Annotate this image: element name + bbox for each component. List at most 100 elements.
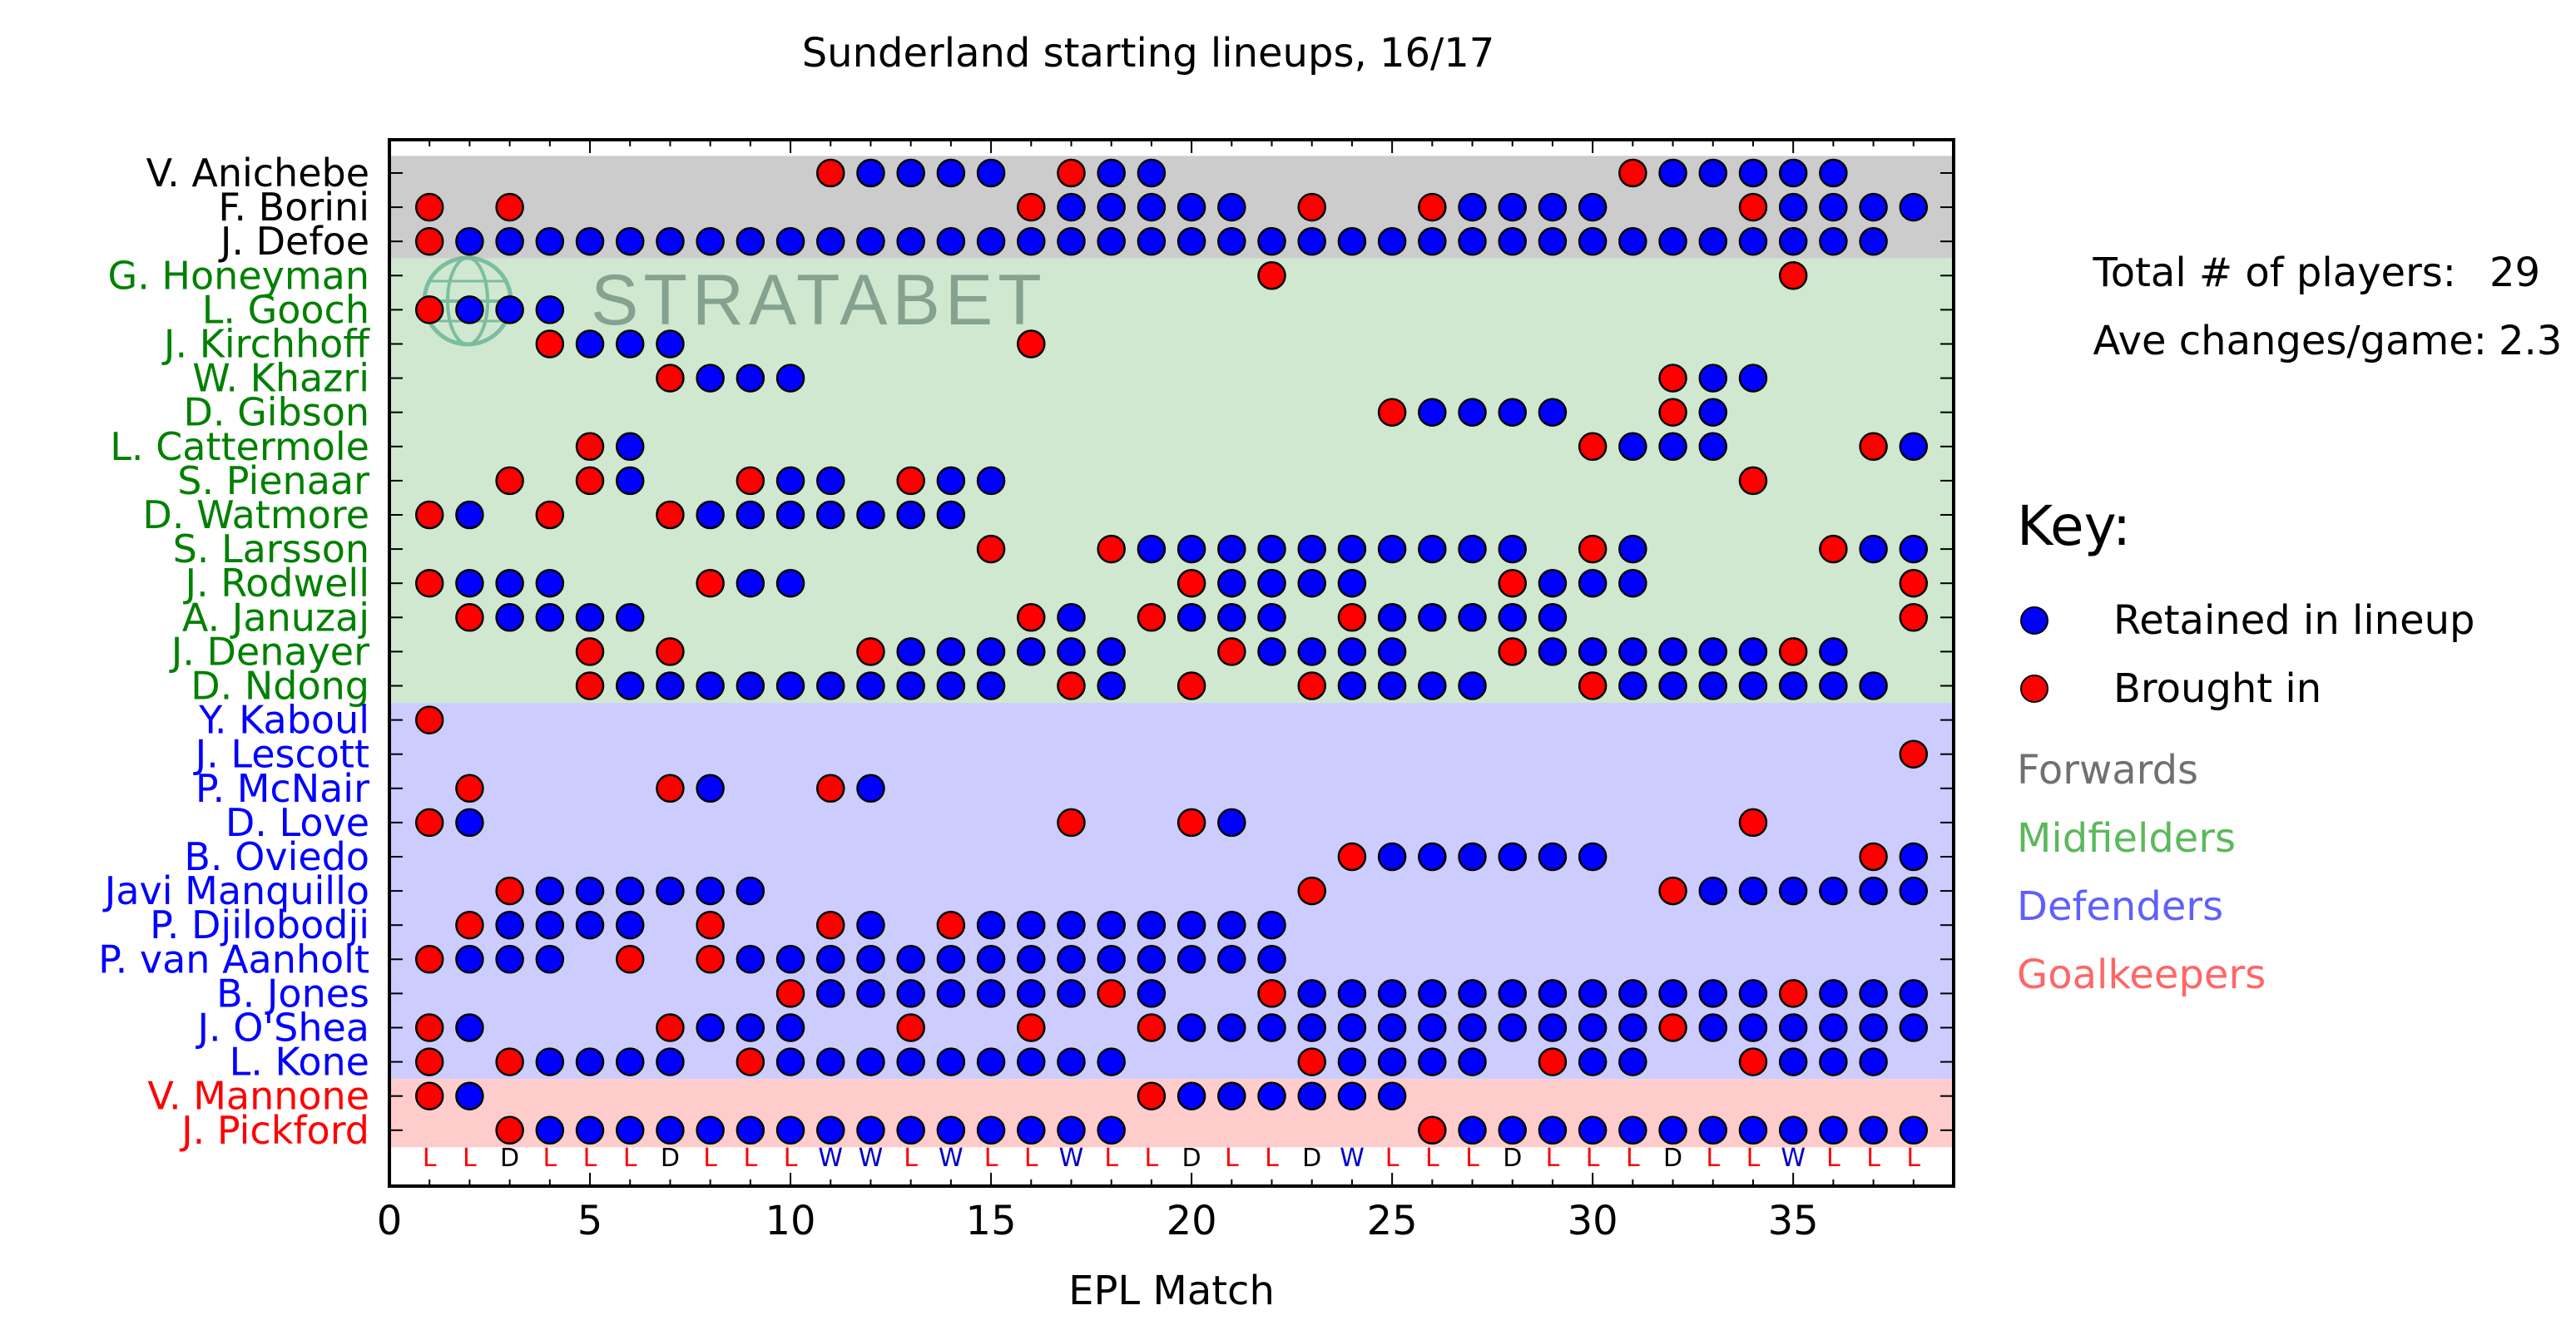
retained-dot (1458, 1013, 1487, 1042)
retained-dot (936, 1047, 966, 1076)
retained-dot (696, 1115, 725, 1145)
brought-in-dot (414, 1047, 444, 1076)
retained-dot (775, 466, 805, 496)
retained-dot (1097, 1047, 1126, 1076)
retained-dot (1418, 534, 1447, 564)
retained-dot (535, 945, 565, 974)
retained-dot (1778, 876, 1808, 906)
retained-dot (1458, 671, 1487, 700)
brought-in-dot (455, 910, 484, 940)
retained-dot (1297, 1013, 1326, 1042)
retained-dot (1778, 226, 1808, 256)
retained-dot (1658, 671, 1687, 700)
match-result-label: W (939, 1144, 964, 1173)
retained-dot (1859, 534, 1888, 564)
retained-dot (1017, 979, 1046, 1008)
match-result-label: L (1546, 1144, 1560, 1173)
brought-in-dot (656, 363, 685, 393)
match-result-label: L (1626, 1144, 1640, 1173)
retained-dot (736, 945, 765, 974)
retained-dot (1658, 158, 1687, 188)
match-result-label: W (818, 1144, 843, 1173)
brought-in-dot (1337, 603, 1367, 632)
retained-dot (856, 774, 885, 803)
legend-label-retained: Retained in lineup (2113, 597, 2475, 644)
retained-dot (615, 671, 645, 700)
retained-dot (1217, 568, 1246, 598)
retained-dot (896, 945, 925, 974)
retained-dot (1778, 192, 1808, 222)
match-result-label: L (1586, 1144, 1600, 1173)
brought-in-dot (856, 637, 885, 666)
brought-in-dot (1017, 329, 1046, 358)
retained-dot (1618, 568, 1647, 598)
retained-dot (1738, 671, 1768, 700)
retained-dot (1819, 1115, 1848, 1145)
lineup-dots (414, 158, 1929, 1145)
match-result-label: D (1302, 1144, 1321, 1173)
retained-dot (1819, 671, 1848, 700)
retained-dot (856, 910, 885, 940)
player-label: P. Djilobodji (150, 902, 369, 947)
retained-dot (1738, 979, 1768, 1008)
match-result-label: L (1746, 1144, 1761, 1173)
retained-dot (696, 671, 725, 700)
retained-dot (656, 1115, 685, 1145)
brought-in-dot (1738, 808, 1768, 838)
match-result-label: W (1340, 1144, 1365, 1173)
brought-in-dot (1738, 1047, 1768, 1076)
match-result-label: L (1104, 1144, 1118, 1173)
retained-dot (1177, 192, 1206, 222)
retained-dot (1738, 637, 1768, 666)
retained-dot (1819, 192, 1848, 222)
match-result-label: L (703, 1144, 717, 1173)
retained-dot (1698, 363, 1728, 393)
brought-in-dot (696, 568, 725, 598)
match-result-label: L (1906, 1144, 1920, 1173)
retained-dot (1177, 1081, 1206, 1110)
brought-in-dot (1057, 808, 1086, 838)
retained-dot (976, 466, 1006, 496)
retained-dot (976, 158, 1006, 188)
x-axis-label: EPL Match (1068, 1268, 1275, 1314)
retained-dot (1337, 1013, 1367, 1042)
brought-in-dot (535, 500, 565, 530)
retained-dot (575, 603, 605, 632)
retained-dot (1257, 226, 1286, 256)
retained-dot (816, 1115, 845, 1145)
retained-dot (896, 158, 925, 188)
brought-in-dot (816, 910, 845, 940)
legend-category-midfielders: Midfielders (2017, 815, 2237, 862)
retained-dot (1538, 226, 1568, 256)
chart-title: Sunderland starting lineups, 16/17 (802, 30, 1495, 77)
retained-dot (896, 1047, 925, 1076)
retained-dot (1297, 226, 1326, 256)
brought-in-dot (656, 500, 685, 530)
retained-dot (775, 226, 805, 256)
brought-in-dot (1899, 568, 1929, 598)
brought-in-dot (1177, 568, 1206, 598)
retained-dot (1899, 432, 1929, 462)
retained-dot (896, 637, 925, 666)
retained-dot (1097, 910, 1126, 940)
match-result-label: W (1781, 1144, 1806, 1173)
retained-dot (1337, 671, 1367, 700)
brought-in-dot-icon (2020, 675, 2048, 703)
retained-dot (1057, 192, 1086, 222)
brought-in-dot (575, 432, 605, 462)
retained-dot (1097, 671, 1126, 700)
brought-in-dot (1177, 808, 1206, 838)
brought-in-dot (816, 158, 845, 188)
retained-dot (1137, 192, 1167, 222)
retained-dot (1337, 226, 1367, 256)
retained-dot (1738, 1013, 1768, 1042)
brought-in-dot (1859, 842, 1888, 872)
brought-in-dot (1578, 432, 1608, 462)
retained-dot (1658, 637, 1687, 666)
retained-dot (1257, 603, 1286, 632)
retained-dot (1177, 1013, 1206, 1042)
match-result-label: W (859, 1144, 884, 1173)
retained-dot (1137, 226, 1167, 256)
retained-dot (976, 910, 1006, 940)
